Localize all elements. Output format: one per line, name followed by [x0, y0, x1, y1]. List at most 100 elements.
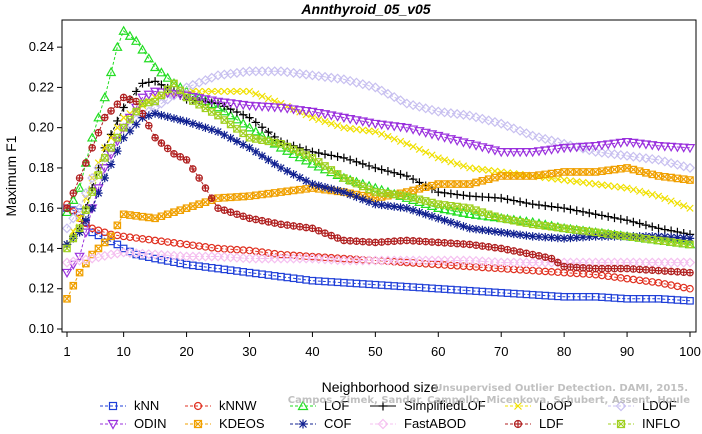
- data-point: [659, 142, 671, 152]
- data-point: [641, 232, 651, 241]
- data-point: [112, 41, 123, 51]
- data-point: [239, 140, 248, 149]
- data-point: [445, 135, 457, 145]
- data-point: [678, 161, 689, 172]
- data-point: [74, 252, 85, 262]
- y-tick-label: 0.24: [29, 39, 54, 54]
- data-point: [107, 134, 115, 142]
- data-point: [491, 173, 499, 182]
- data-point: [276, 163, 286, 173]
- data-point: [414, 101, 425, 112]
- data-point: [509, 247, 518, 255]
- data-point: [464, 110, 475, 121]
- data-point: [451, 136, 463, 146]
- data-point: [496, 118, 507, 129]
- data-point: [515, 197, 525, 206]
- data-point: [522, 249, 531, 258]
- data-point: [390, 202, 399, 211]
- data-point: [648, 190, 656, 199]
- data-point: [440, 239, 449, 247]
- data-point: [319, 254, 331, 265]
- data-point: [642, 266, 650, 274]
- data-point: [195, 174, 203, 182]
- data-point: [527, 130, 538, 141]
- data-point: [333, 234, 342, 242]
- data-point: [408, 175, 418, 184]
- y-tick-label: 0.12: [29, 281, 54, 296]
- data-point: [206, 96, 217, 106]
- watermark-line2: Campos, Zimek, Sander, Campello, Micenko…: [288, 395, 690, 406]
- data-point: [377, 238, 386, 246]
- data-point: [232, 137, 242, 146]
- data-point: [156, 249, 167, 260]
- data-point: [212, 97, 224, 107]
- data-point: [659, 156, 670, 167]
- data-point: [113, 146, 122, 156]
- data-point: [378, 401, 388, 411]
- data-point: [484, 175, 493, 184]
- data-point: [143, 249, 154, 260]
- data-point: [251, 215, 260, 224]
- data-point: [686, 204, 694, 212]
- data-point: [654, 266, 663, 275]
- data-point: [508, 123, 519, 134]
- data-point: [384, 237, 392, 246]
- data-point: [434, 214, 443, 223]
- data-point: [176, 86, 185, 95]
- data-point: [478, 177, 487, 185]
- data-point: [609, 149, 620, 160]
- data-point: [566, 233, 575, 243]
- data-point: [641, 220, 651, 230]
- data-point: [396, 203, 405, 212]
- data-point: [182, 156, 191, 164]
- data-point: [345, 75, 356, 87]
- data-point: [654, 224, 663, 233]
- data-point: [99, 92, 110, 102]
- legend-item: LDF: [505, 416, 564, 431]
- data-point: [332, 112, 343, 122]
- x-tick-label: 100: [679, 344, 701, 359]
- data-point: [572, 206, 581, 215]
- data-point: [371, 199, 380, 209]
- data-point: [553, 233, 563, 243]
- data-point: [628, 151, 639, 162]
- data-point: [245, 113, 254, 122]
- data-point: [264, 95, 272, 103]
- data-point: [459, 240, 468, 248]
- data-point: [603, 212, 613, 221]
- data-point: [521, 128, 532, 139]
- data-point: [138, 109, 147, 118]
- data-point: [201, 87, 210, 96]
- data-point: [93, 112, 104, 122]
- data-point: [628, 138, 639, 148]
- data-point: [282, 145, 293, 155]
- data-point: [401, 123, 413, 134]
- data-point: [686, 284, 694, 293]
- x-tick-label: 80: [557, 344, 571, 359]
- data-point: [69, 234, 78, 243]
- data-point: [509, 196, 518, 205]
- data-point: [559, 234, 569, 243]
- data-point: [231, 114, 243, 124]
- data-point: [345, 190, 355, 199]
- data-point: [547, 254, 556, 263]
- data-point: [408, 206, 418, 215]
- data-point: [647, 141, 658, 151]
- data-point: [466, 164, 474, 172]
- data-point: [514, 402, 522, 410]
- data-point: [409, 186, 417, 195]
- data-point: [124, 30, 136, 40]
- data-point: [546, 135, 557, 146]
- data-point: [301, 176, 311, 186]
- data-point: [233, 210, 241, 218]
- data-point: [585, 179, 593, 187]
- data-point: [408, 100, 419, 111]
- data-point: [314, 227, 323, 235]
- data-point: [175, 251, 186, 262]
- data-point: [308, 224, 317, 233]
- data-point: [201, 198, 210, 206]
- data-point: [352, 192, 361, 202]
- data-point: [298, 419, 308, 429]
- data-point: [138, 99, 147, 108]
- data-point: [150, 109, 160, 118]
